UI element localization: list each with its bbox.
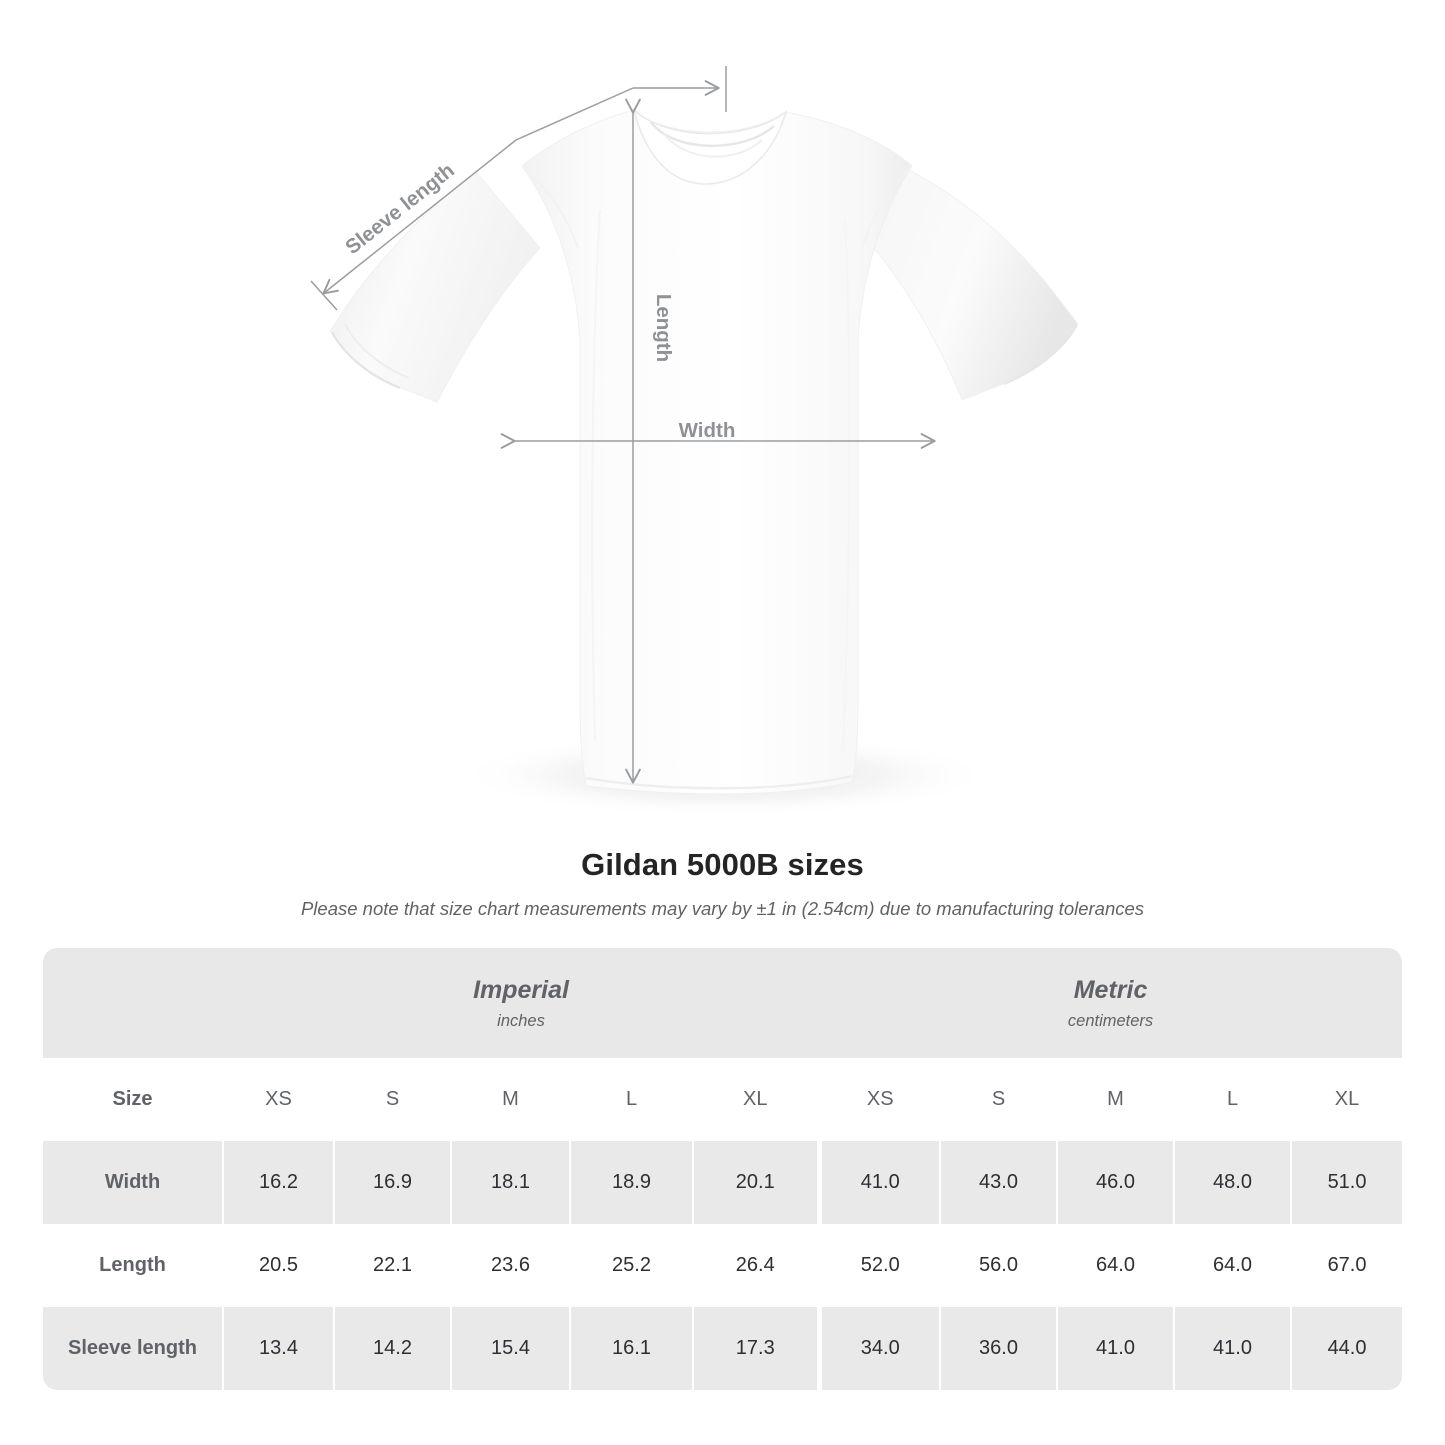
header-metric-s: S [939, 1058, 1058, 1141]
cell-width-metric-m: 46.0 [1056, 1141, 1175, 1224]
header-imperial-xl: XL [691, 1058, 820, 1141]
unit-group-metric: Metric centimeters [819, 948, 1403, 1058]
unit-group-metric-sub: centimeters [1067, 1011, 1154, 1030]
cell-length-metric-m: 64.0 [1056, 1224, 1175, 1307]
cell-width-imperial-m: 18.1 [450, 1141, 570, 1224]
unit-spacer-cell [43, 948, 223, 1058]
cell-sleeve-metric-s: 36.0 [939, 1307, 1058, 1390]
collar-rib [650, 121, 775, 147]
cell-width-metric-l: 48.0 [1173, 1141, 1292, 1224]
cell-length-imperial-xs: 20.5 [222, 1224, 334, 1307]
sleeve-length-line [322, 87, 634, 295]
shoulder-seam-left [523, 169, 579, 249]
cell-sleeve-imperial-m: 15.4 [450, 1307, 570, 1390]
table-row: Length 20.5 22.1 23.6 25.2 26.4 52.0 56.… [43, 1224, 1403, 1307]
header-imperial-s: S [333, 1058, 451, 1141]
header-metric-xs: XS [816, 1058, 941, 1141]
cell-length-imperial-xl: 26.4 [691, 1224, 820, 1307]
cell-width-imperial-s: 16.9 [333, 1141, 451, 1224]
cell-width-imperial-l: 18.9 [569, 1141, 693, 1224]
row-label-size: Size [43, 1058, 223, 1141]
row-label-sleeve-length: Sleeve length [43, 1307, 223, 1390]
header-metric-l: L [1173, 1058, 1292, 1141]
size-chart-table: Imperial inches Metric centimeters Size … [43, 948, 1403, 1390]
unit-group-imperial-name: Imperial [473, 975, 569, 1004]
cell-length-imperial-m: 23.6 [450, 1224, 570, 1307]
body-fold-left [591, 209, 601, 741]
cell-width-imperial-xl: 20.1 [691, 1141, 820, 1224]
right-sleeve-hem [1003, 324, 1078, 385]
cell-width-metric-s: 43.0 [939, 1141, 1058, 1224]
page-title: Gildan 5000B sizes [581, 847, 864, 882]
length-label: Length [652, 294, 675, 362]
shoulder-seam-right [861, 167, 911, 249]
cell-sleeve-metric-l: 41.0 [1173, 1307, 1292, 1390]
unit-group-imperial: Imperial inches [223, 948, 820, 1058]
width-label: Width [679, 419, 736, 442]
unit-group-metric-name: Metric [1073, 975, 1148, 1004]
tshirt-illustration [329, 107, 1079, 795]
cell-sleeve-imperial-l: 16.1 [569, 1307, 693, 1390]
cell-sleeve-metric-xs: 34.0 [816, 1307, 941, 1390]
body-fold-right [842, 219, 851, 753]
cell-width-metric-xl: 51.0 [1290, 1141, 1403, 1224]
header-imperial-l: L [569, 1058, 693, 1141]
cell-length-imperial-l: 25.2 [569, 1224, 693, 1307]
cell-sleeve-imperial-xs: 13.4 [222, 1307, 334, 1390]
cell-length-metric-s: 56.0 [939, 1224, 1058, 1307]
header-metric-m: M [1056, 1058, 1175, 1141]
body-hem [585, 774, 853, 790]
cell-sleeve-metric-m: 41.0 [1056, 1307, 1175, 1390]
table-row: Width 16.2 16.9 18.1 18.9 20.1 41.0 43.0… [43, 1141, 1403, 1224]
cell-width-metric-xs: 41.0 [816, 1141, 941, 1224]
size-chart-heading: Gildan 5000B sizes Please note that size… [0, 845, 1445, 921]
left-sleeve-hem-inner [344, 323, 410, 379]
page-subtitle: Please note that size chart measurements… [300, 898, 1145, 919]
size-chart-table-wrapper: Imperial inches Metric centimeters Size … [43, 948, 1403, 1390]
sleeve-end-tick [310, 280, 338, 311]
table-row: Sleeve length 13.4 14.2 15.4 16.1 17.3 3… [43, 1307, 1403, 1390]
right-sleeve [871, 167, 1079, 401]
header-metric-xl: XL [1290, 1058, 1403, 1141]
table-header-row: Size XS S M L XL XS S M L XL [43, 1058, 1403, 1141]
header-imperial-m: M [450, 1058, 570, 1141]
cell-length-metric-xs: 52.0 [816, 1224, 941, 1307]
row-label-length: Length [43, 1224, 223, 1307]
cell-sleeve-imperial-xl: 17.3 [691, 1307, 820, 1390]
cell-sleeve-imperial-s: 14.2 [333, 1307, 451, 1390]
collar-inner-shadow [663, 133, 763, 158]
left-sleeve-hem [331, 331, 401, 390]
unit-group-imperial-sub: inches [497, 1011, 545, 1030]
unit-group-row: Imperial inches Metric centimeters [43, 948, 1403, 1058]
header-imperial-xs: XS [222, 1058, 334, 1141]
collar-outer [632, 107, 788, 185]
cell-length-metric-xl: 67.0 [1290, 1224, 1403, 1307]
cell-sleeve-metric-xl: 44.0 [1290, 1307, 1403, 1390]
cell-width-imperial-xs: 16.2 [222, 1141, 334, 1224]
tshirt-size-diagram: Sleeve length Length Width [310, 66, 1079, 817]
cell-length-metric-l: 64.0 [1173, 1224, 1292, 1307]
tshirt-body [521, 109, 913, 795]
cell-length-imperial-s: 22.1 [333, 1224, 451, 1307]
row-label-width: Width [43, 1141, 223, 1224]
left-sleeve [329, 171, 541, 403]
